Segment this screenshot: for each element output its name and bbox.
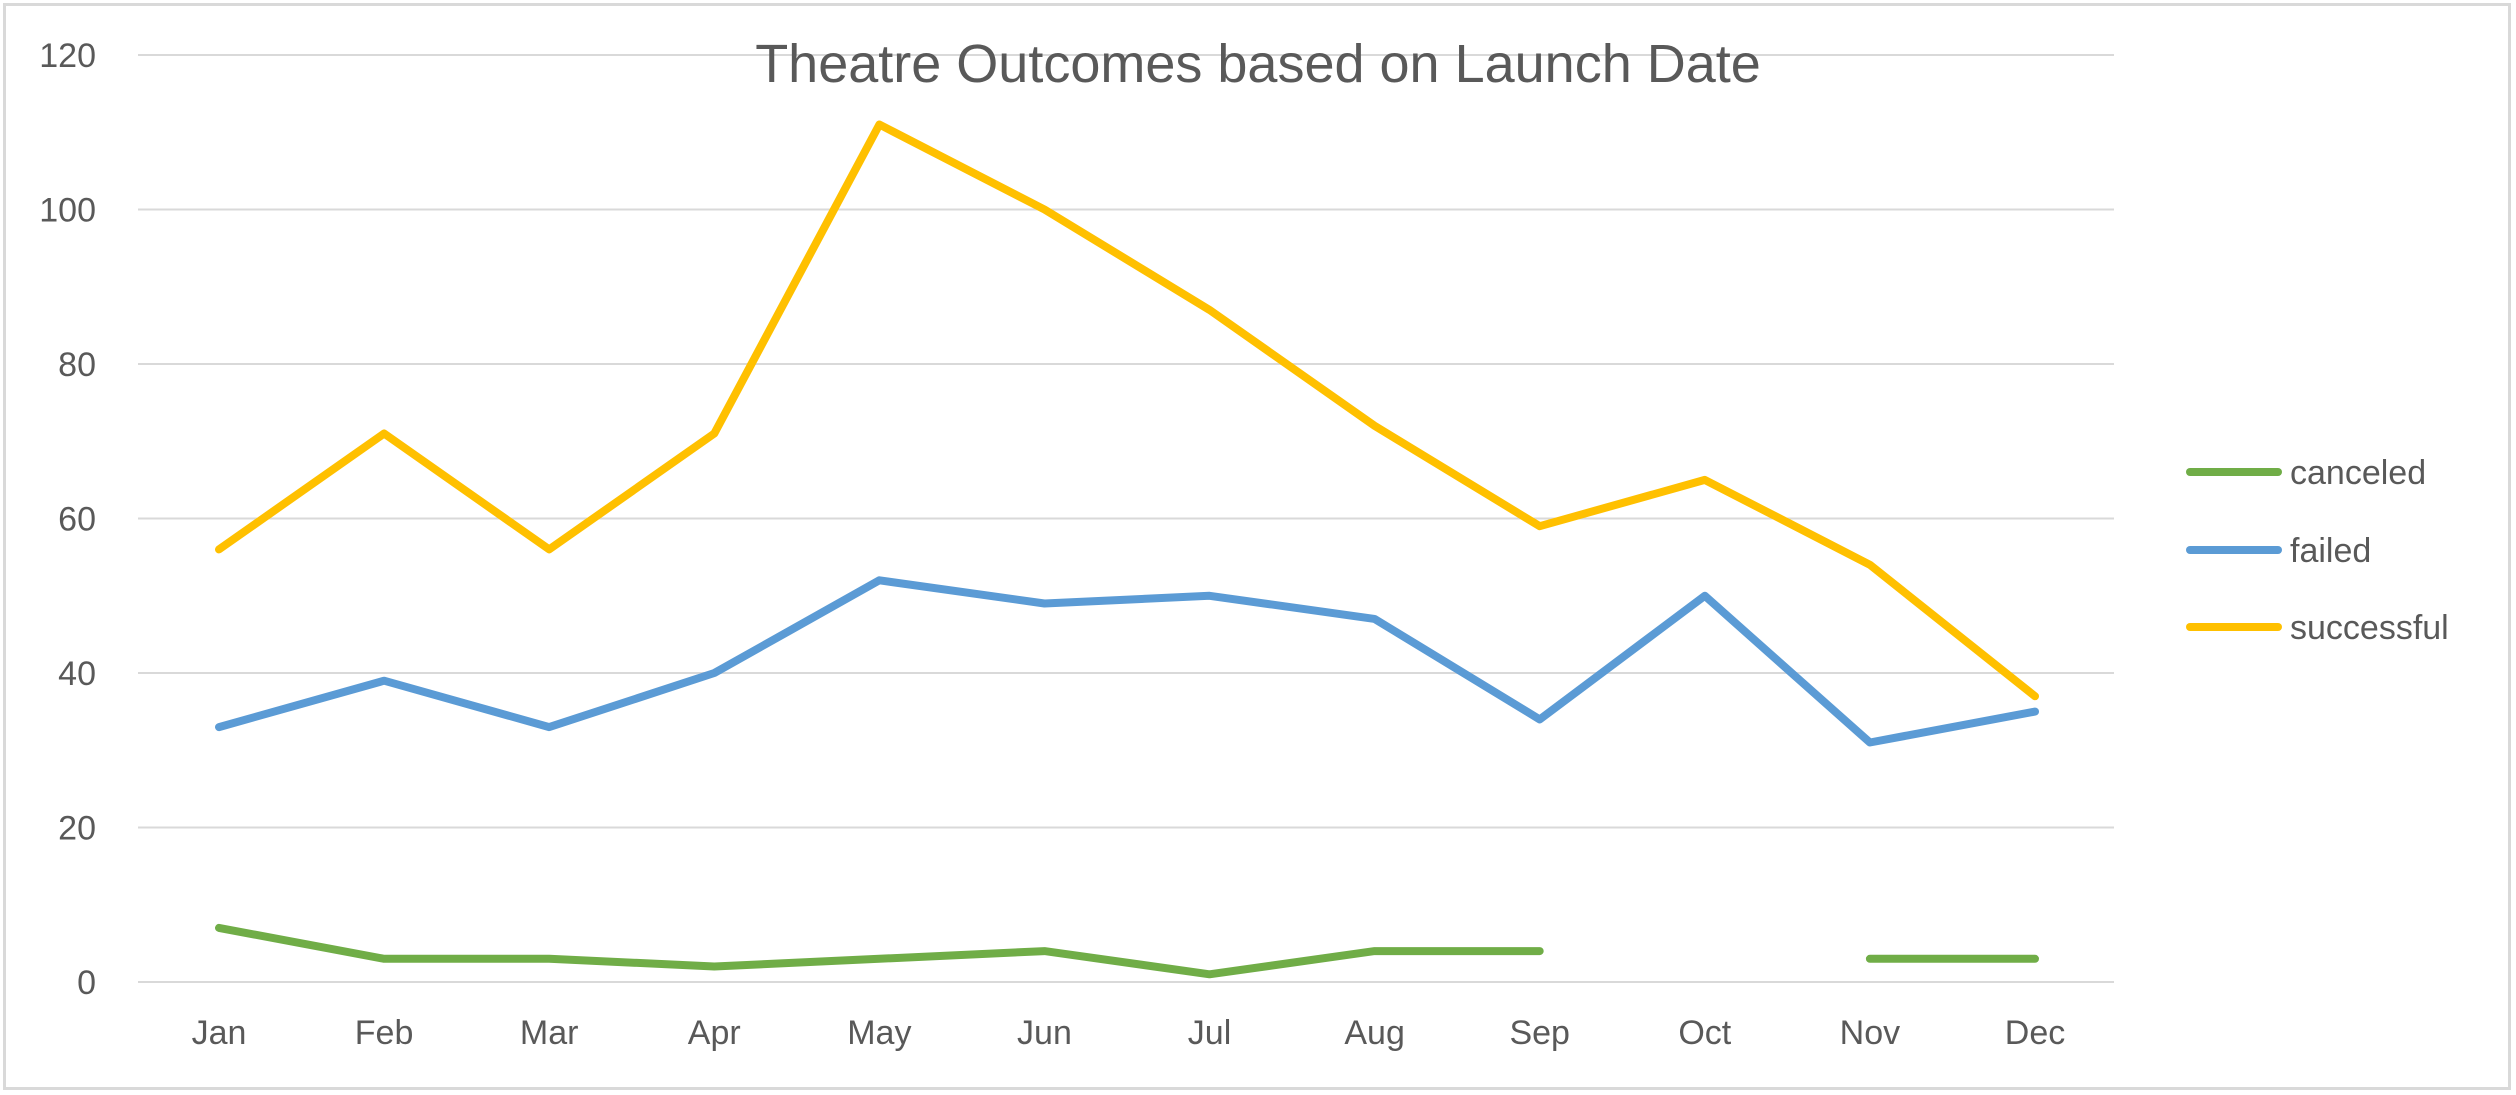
x-tick-label: Jan: [192, 1014, 247, 1052]
x-tick-label: Jun: [1017, 1014, 1072, 1052]
x-tick-label: Jul: [1188, 1014, 1231, 1052]
gridlines: [138, 54, 2114, 983]
y-tick-label: 60: [58, 501, 96, 539]
y-tick-label: 100: [39, 192, 96, 230]
x-tick-label: Nov: [1840, 1014, 1900, 1052]
x-tick-label: Aug: [1344, 1014, 1405, 1052]
legend-label-canceled: canceled: [2290, 454, 2426, 492]
series-line-successful: [215, 120, 2039, 701]
x-axis-ticks: Jan Feb Mar Apr May Jun Jul Aug Sep Oct Nov Dec: [192, 1014, 2066, 1052]
y-axis-ticks: 0 20 40 60 80 100 120: [39, 37, 96, 1002]
y-tick-label: 40: [58, 655, 96, 693]
x-tick-label: May: [847, 1014, 911, 1052]
y-tick-label: 20: [58, 810, 96, 848]
chart-title: Theatre Outcomes based on Launch Date: [755, 34, 1761, 94]
x-tick-label: Apr: [688, 1014, 741, 1052]
y-tick-label: 0: [77, 964, 96, 1002]
legend: canceled failed successful: [2186, 454, 2449, 647]
series-line-failed: [215, 576, 2039, 747]
legend-label-successful: successful: [2290, 609, 2449, 647]
series-line-canceled: [215, 923, 2039, 979]
line-chart: 0 20 40 60 80 100 120 Jan Feb Mar Apr May Jun Jul Aug…: [39, 34, 2449, 1052]
x-tick-label: Oct: [1678, 1014, 1731, 1052]
x-tick-label: Dec: [2005, 1014, 2065, 1052]
chart-container: 0 20 40 60 80 100 120 Jan Feb Mar Apr May Jun Jul Aug…: [3, 3, 2511, 1090]
x-tick-label: Feb: [355, 1014, 414, 1052]
series-lines: [215, 120, 2039, 979]
x-tick-label: Mar: [520, 1014, 579, 1052]
legend-label-failed: failed: [2290, 532, 2371, 570]
x-tick-label: Sep: [1509, 1014, 1570, 1052]
y-tick-label: 120: [39, 37, 96, 75]
y-tick-label: 80: [58, 346, 96, 384]
